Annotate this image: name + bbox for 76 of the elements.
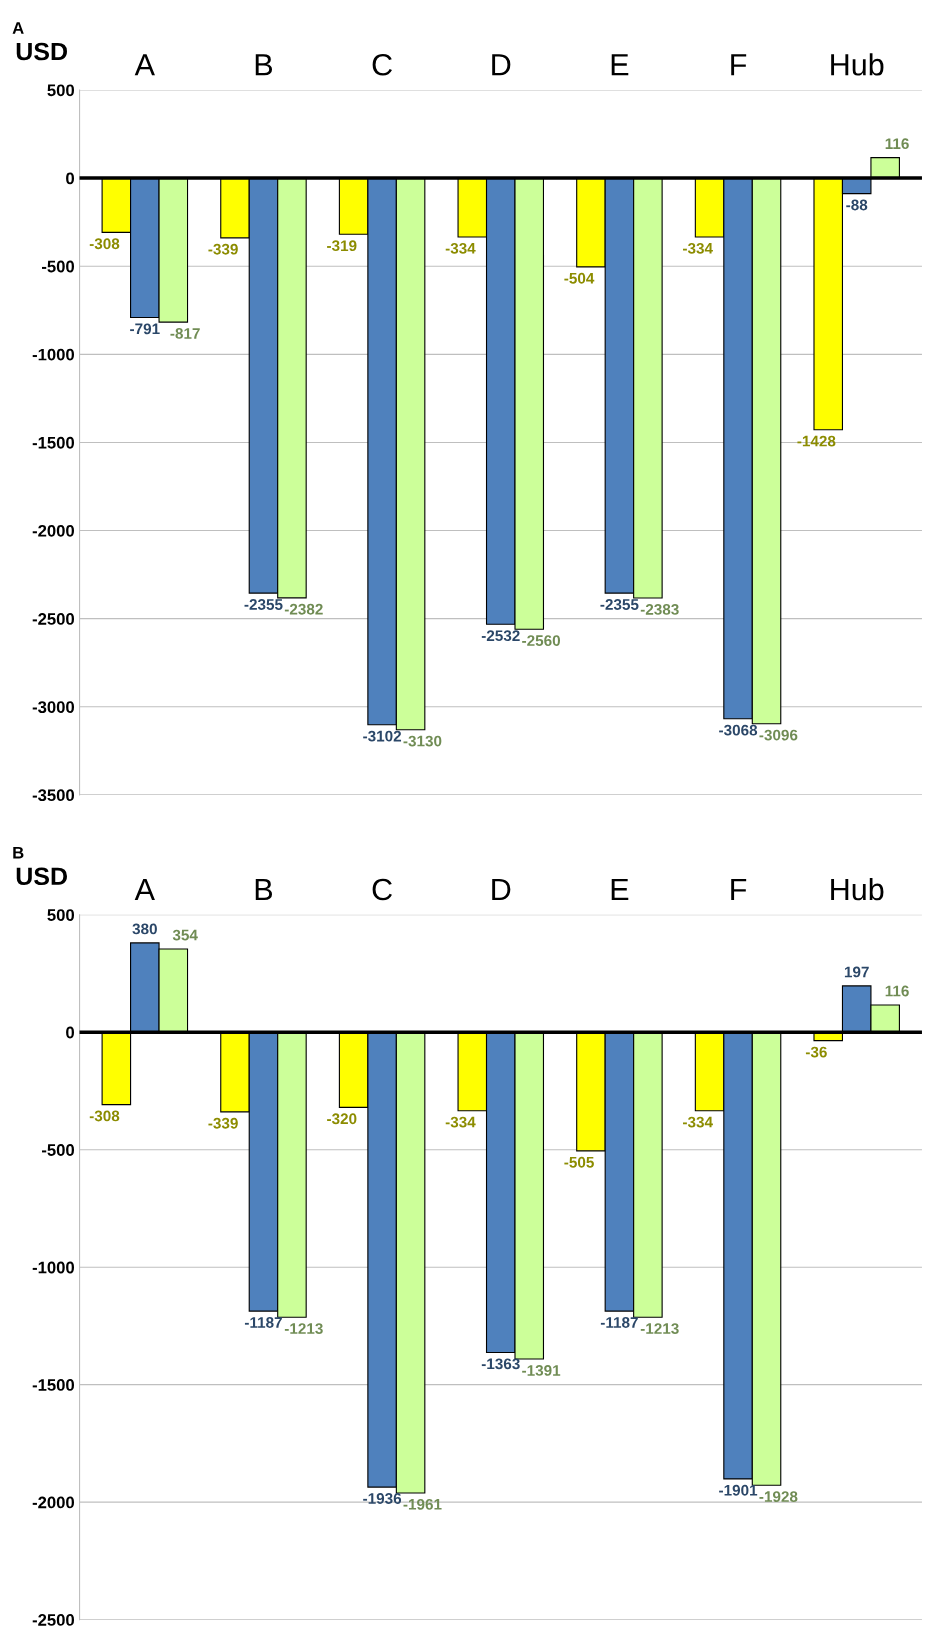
y-tick-label: -3500 xyxy=(32,789,75,802)
data-label: -1213 xyxy=(284,1323,323,1335)
data-label: -3102 xyxy=(363,730,402,742)
data-label: -504 xyxy=(564,272,595,284)
y-tick-label: -2500 xyxy=(32,1614,75,1626)
data-label: -505 xyxy=(564,1156,594,1168)
data-label: -3068 xyxy=(719,724,758,736)
x-tick-label: E xyxy=(611,879,629,901)
data-label: -1187 xyxy=(244,1317,282,1328)
x-tick-label: E xyxy=(611,54,629,76)
chart-title: A xyxy=(12,22,24,34)
data-label: -334 xyxy=(445,1116,476,1128)
data-label: -334 xyxy=(683,1116,713,1128)
x-tick-label: B xyxy=(255,54,273,76)
x-tick-label: B xyxy=(255,879,273,901)
y-tick-label: -1000 xyxy=(32,348,75,361)
data-label: 380 xyxy=(132,923,157,935)
data-label: -791 xyxy=(130,323,160,335)
y-axis-title: USD xyxy=(16,42,67,61)
data-label: -1936 xyxy=(363,1493,402,1504)
data-label: -2355 xyxy=(244,599,283,610)
x-tick-label: D xyxy=(492,54,511,76)
x-tick-label: A xyxy=(134,54,155,76)
data-label: 354 xyxy=(172,929,198,941)
data-label: -308 xyxy=(89,238,120,250)
chart-title: B xyxy=(13,846,24,859)
data-label: -1187 xyxy=(600,1317,638,1328)
x-tick-label: F xyxy=(731,879,747,901)
data-label: -339 xyxy=(208,1117,238,1129)
y-tick-label: 0 xyxy=(66,1026,75,1039)
x-tick-label: Hub xyxy=(831,53,884,76)
x-tick-label: D xyxy=(492,879,511,901)
x-tick-label: C xyxy=(372,878,392,901)
data-label: -334 xyxy=(445,242,476,254)
data-label: -2382 xyxy=(284,603,323,615)
y-tick-label: -1500 xyxy=(32,1379,75,1391)
data-label: -1961 xyxy=(403,1498,442,1510)
data-label: -308 xyxy=(89,1110,120,1122)
y-tick-label: 500 xyxy=(47,909,75,921)
y-tick-label: -3000 xyxy=(32,701,75,713)
data-label: -1901 xyxy=(719,1484,758,1496)
y-axis-title: USD xyxy=(16,867,67,886)
y-tick-label: 0 xyxy=(66,172,75,185)
data-label: -88 xyxy=(846,199,868,211)
data-label: -1428 xyxy=(797,435,836,447)
data-label: -2532 xyxy=(481,630,520,642)
data-label: -817 xyxy=(170,328,200,339)
data-label: -2383 xyxy=(640,604,679,615)
data-label: -2355 xyxy=(600,599,639,610)
data-label: -2560 xyxy=(522,635,561,647)
y-tick-label: -2500 xyxy=(32,613,75,625)
data-label: -3130 xyxy=(403,735,442,747)
data-label: 116 xyxy=(885,985,909,997)
y-tick-label: -1500 xyxy=(32,436,75,449)
data-label: -1213 xyxy=(640,1323,679,1335)
y-tick-label: -500 xyxy=(42,260,75,273)
y-tick-label: -500 xyxy=(42,1144,75,1156)
data-label: -334 xyxy=(683,242,713,254)
x-tick-label: F xyxy=(731,54,747,76)
data-label: -320 xyxy=(327,1113,357,1125)
x-tick-label: C xyxy=(372,53,392,76)
x-tick-label: A xyxy=(134,879,155,901)
data-label: 116 xyxy=(885,138,909,150)
data-label: -339 xyxy=(208,243,238,255)
data-label: 197 xyxy=(844,966,869,978)
y-tick-label: -2000 xyxy=(32,1496,75,1509)
data-label: -1928 xyxy=(759,1491,798,1503)
y-tick-label: -1000 xyxy=(32,1261,75,1274)
data-label: -1391 xyxy=(522,1365,561,1376)
data-label: -319 xyxy=(327,240,357,252)
y-tick-label: 500 xyxy=(47,84,75,97)
data-label: -36 xyxy=(805,1046,827,1058)
x-tick-label: Hub xyxy=(831,877,884,901)
data-label: -3096 xyxy=(759,729,798,741)
y-tick-label: -2000 xyxy=(32,524,75,537)
data-label: -1363 xyxy=(481,1358,520,1370)
